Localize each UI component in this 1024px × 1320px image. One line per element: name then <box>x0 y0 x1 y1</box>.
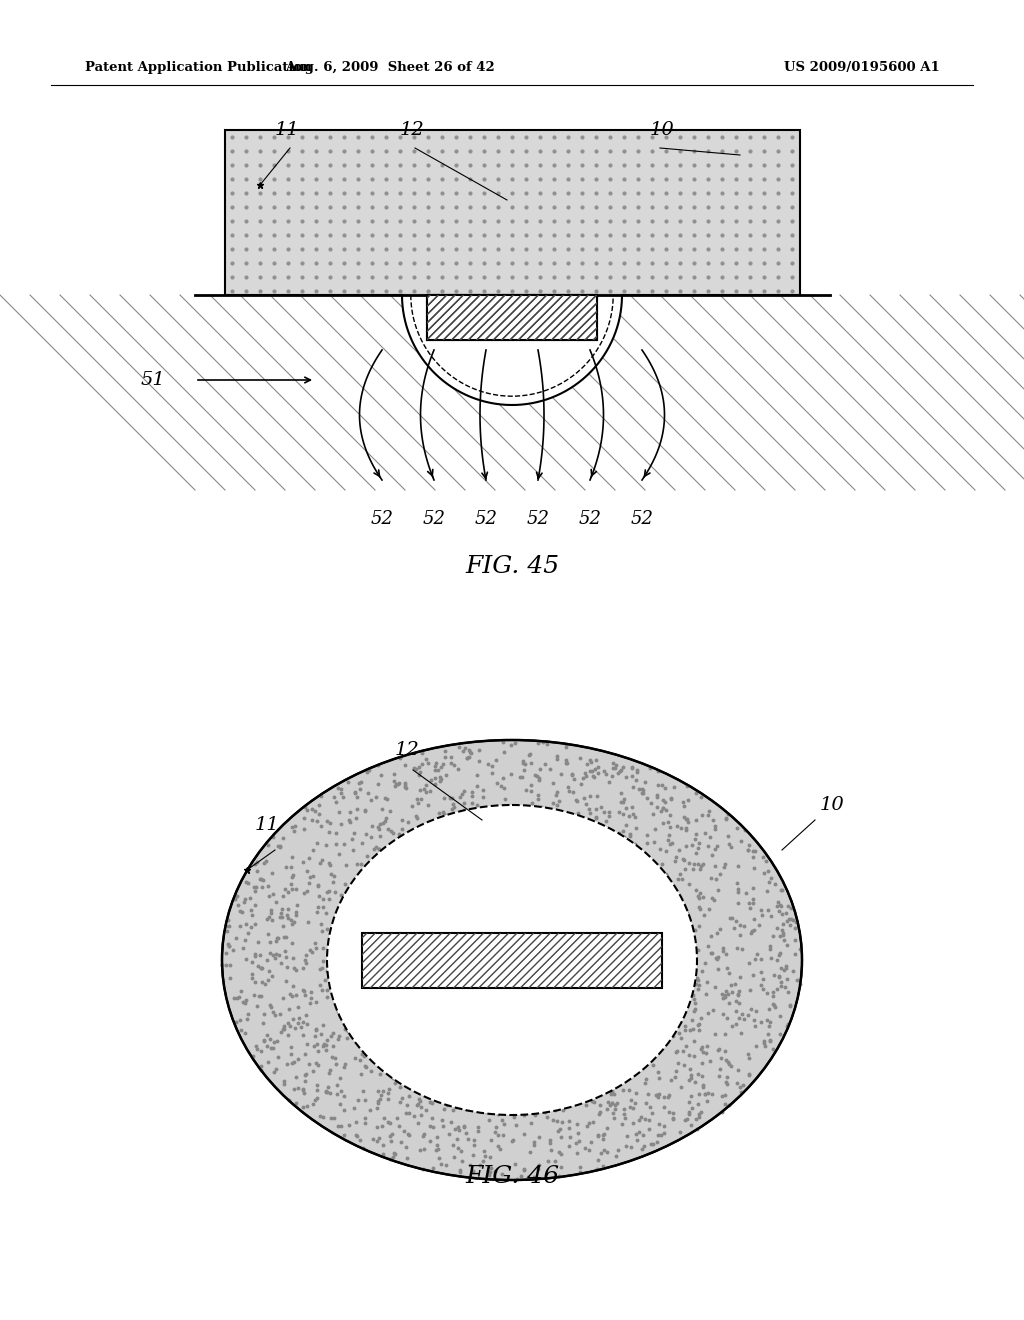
Bar <box>362 932 662 987</box>
Text: 10: 10 <box>820 796 845 814</box>
Text: 52: 52 <box>579 510 601 528</box>
Text: 12: 12 <box>395 741 420 759</box>
Text: 52: 52 <box>371 510 393 528</box>
Ellipse shape <box>327 805 697 1115</box>
Bar <box>427 294 597 341</box>
Text: 52: 52 <box>474 510 498 528</box>
Polygon shape <box>402 294 622 405</box>
Bar <box>427 294 597 341</box>
Text: 10: 10 <box>650 121 675 139</box>
Bar <box>427 294 597 341</box>
Text: FIG. 46: FIG. 46 <box>465 1166 559 1188</box>
Text: 52: 52 <box>526 510 550 528</box>
Text: 52: 52 <box>423 510 445 528</box>
Text: FIG. 45: FIG. 45 <box>465 554 559 578</box>
Text: US 2009/0195600 A1: US 2009/0195600 A1 <box>784 62 940 74</box>
Text: 11: 11 <box>275 121 300 139</box>
Text: Patent Application Publication: Patent Application Publication <box>85 62 311 74</box>
Bar <box>427 294 597 341</box>
Ellipse shape <box>222 741 802 1180</box>
Text: 11: 11 <box>255 816 280 834</box>
Text: 12: 12 <box>400 121 425 139</box>
Text: 52: 52 <box>631 510 653 528</box>
Bar <box>362 932 662 987</box>
Text: 51: 51 <box>140 371 165 389</box>
FancyBboxPatch shape <box>225 129 800 294</box>
Bar <box>427 294 597 341</box>
Text: Aug. 6, 2009  Sheet 26 of 42: Aug. 6, 2009 Sheet 26 of 42 <box>285 62 495 74</box>
